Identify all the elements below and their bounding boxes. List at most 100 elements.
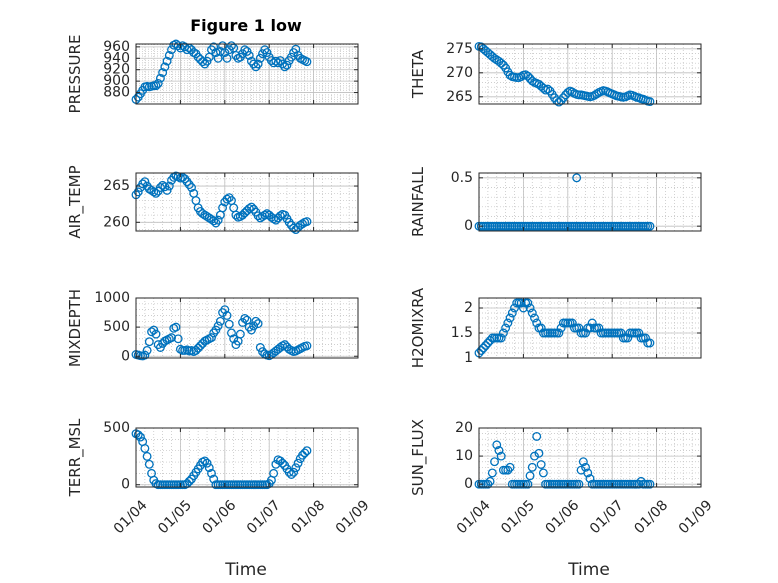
data-point (218, 203, 228, 213)
data-point (222, 311, 232, 320)
data-point (162, 185, 172, 195)
data-point (142, 451, 152, 461)
x-tick-label: 01/05 (498, 497, 538, 537)
y-axis-label: AIR_TEMP (66, 165, 85, 238)
data-point (275, 343, 285, 352)
series-points (131, 429, 312, 490)
data-point (200, 456, 210, 466)
data-point (578, 457, 588, 467)
data-point (278, 59, 287, 69)
x-tick-label: 01/08 (288, 497, 328, 537)
data-point (173, 334, 183, 344)
data-point (523, 298, 533, 308)
data-point (147, 185, 156, 195)
data-point (222, 194, 232, 204)
plot-area (136, 428, 358, 487)
y-tick-label: 880 (103, 85, 130, 101)
data-point (293, 458, 303, 468)
data-point (253, 211, 263, 221)
data-point (193, 52, 203, 62)
data-point (490, 457, 499, 467)
data-point (536, 460, 546, 469)
data-point (202, 458, 212, 468)
y-tick-label: 1000 (94, 290, 130, 306)
data-point (249, 59, 259, 69)
axes-box (135, 43, 359, 105)
data-point (200, 59, 210, 69)
data-point (487, 468, 497, 478)
data-point (195, 341, 205, 351)
data-point (530, 313, 539, 323)
data-point (503, 465, 513, 475)
data-point (147, 327, 156, 337)
subplot-3: 260 265 AIR_TEMP (66, 165, 359, 239)
subplot-6: 1 1.5 2 H2OMIXRA (409, 287, 702, 368)
data-point (494, 446, 504, 455)
data-point (530, 451, 539, 461)
data-point (144, 184, 154, 194)
data-point (645, 221, 655, 231)
data-point (587, 318, 597, 328)
data-point (211, 48, 221, 58)
data-point (516, 72, 526, 82)
data-point (262, 48, 272, 58)
y-tick-label: 275 (446, 41, 473, 57)
x-tick-label: 01/04 (454, 497, 494, 537)
data-point (300, 448, 310, 458)
data-point (204, 463, 214, 473)
data-point (507, 308, 517, 318)
data-point (171, 322, 181, 332)
subplot-5: 0 500 1000 MIXDEPTH (66, 289, 359, 367)
y-axis-label: TERR_MSL (66, 418, 85, 497)
figure-title: Figure 1 low (190, 16, 302, 35)
data-point (645, 479, 655, 489)
data-point (538, 468, 548, 478)
y-tick-label: 10 (455, 448, 473, 464)
series-points (474, 41, 655, 107)
data-point (478, 343, 488, 353)
data-point (151, 81, 161, 91)
data-point (298, 219, 307, 229)
data-point (536, 323, 546, 333)
x-axis-label-right: Time (567, 560, 610, 580)
data-point (251, 62, 261, 72)
x-tick-label: 01/05 (155, 497, 195, 537)
data-point (142, 345, 152, 355)
y-axis-label: PRESSURE (66, 35, 84, 114)
y-tick-label: 0.5 (451, 170, 473, 186)
y-axis-label: THETA (409, 49, 427, 99)
y-tick-label: 1.5 (451, 325, 473, 341)
data-point (581, 328, 591, 338)
data-point (153, 78, 163, 88)
y-tick-label: 940 (103, 50, 130, 66)
data-point (193, 343, 203, 353)
data-point (249, 321, 259, 331)
data-point (144, 459, 154, 469)
y-tick-label: 0 (464, 218, 473, 234)
data-point (278, 458, 287, 468)
axes-box (135, 297, 359, 359)
data-point (481, 341, 491, 350)
data-point (574, 479, 584, 489)
data-point (291, 44, 301, 54)
x-tick-label: 01/06 (200, 497, 240, 537)
data-point (160, 62, 170, 72)
data-point (525, 303, 535, 313)
data-point (496, 58, 506, 68)
data-point (534, 448, 544, 458)
data-point (572, 173, 582, 183)
data-point (280, 340, 290, 350)
axes-box (478, 43, 702, 105)
data-point (516, 298, 526, 308)
data-point (202, 212, 212, 221)
y-axis-label: MIXDEPTH (66, 289, 84, 367)
data-point (184, 476, 194, 486)
data-point (269, 468, 279, 478)
data-point (275, 456, 285, 466)
data-point (634, 328, 644, 338)
data-point (220, 305, 230, 315)
data-point (140, 350, 150, 360)
x-tick-label: 01/07 (587, 497, 627, 537)
data-point (483, 479, 493, 489)
data-point (207, 333, 216, 343)
